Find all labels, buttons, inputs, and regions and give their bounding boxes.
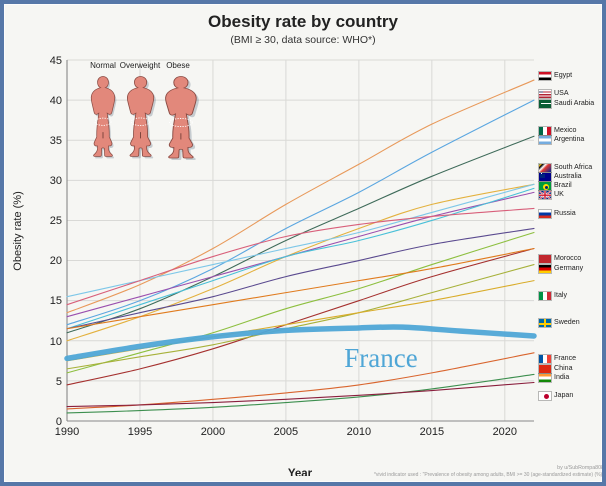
- svg-text:45: 45: [50, 56, 62, 67]
- svg-text:1990: 1990: [55, 426, 79, 438]
- svg-text:30: 30: [50, 175, 62, 187]
- svg-text:France: France: [344, 343, 417, 373]
- svg-text:35: 35: [50, 135, 62, 147]
- svg-text:15: 15: [50, 295, 62, 307]
- svg-text:Normal: Normal: [90, 61, 116, 70]
- svg-text:5: 5: [56, 376, 62, 388]
- svg-text:2015: 2015: [420, 426, 444, 438]
- svg-text:10: 10: [50, 336, 62, 348]
- svg-text:1995: 1995: [128, 426, 152, 438]
- svg-text:40: 40: [50, 95, 62, 107]
- svg-text:Year: Year: [288, 468, 313, 476]
- svg-text:2000: 2000: [201, 426, 225, 438]
- svg-text:Obese: Obese: [166, 61, 190, 70]
- svg-text:Overweight: Overweight: [120, 61, 161, 70]
- svg-text:2020: 2020: [493, 426, 517, 438]
- svg-text:25: 25: [50, 215, 62, 227]
- svg-text:20: 20: [50, 255, 62, 267]
- svg-text:2010: 2010: [347, 426, 371, 438]
- svg-text:2005: 2005: [274, 426, 298, 438]
